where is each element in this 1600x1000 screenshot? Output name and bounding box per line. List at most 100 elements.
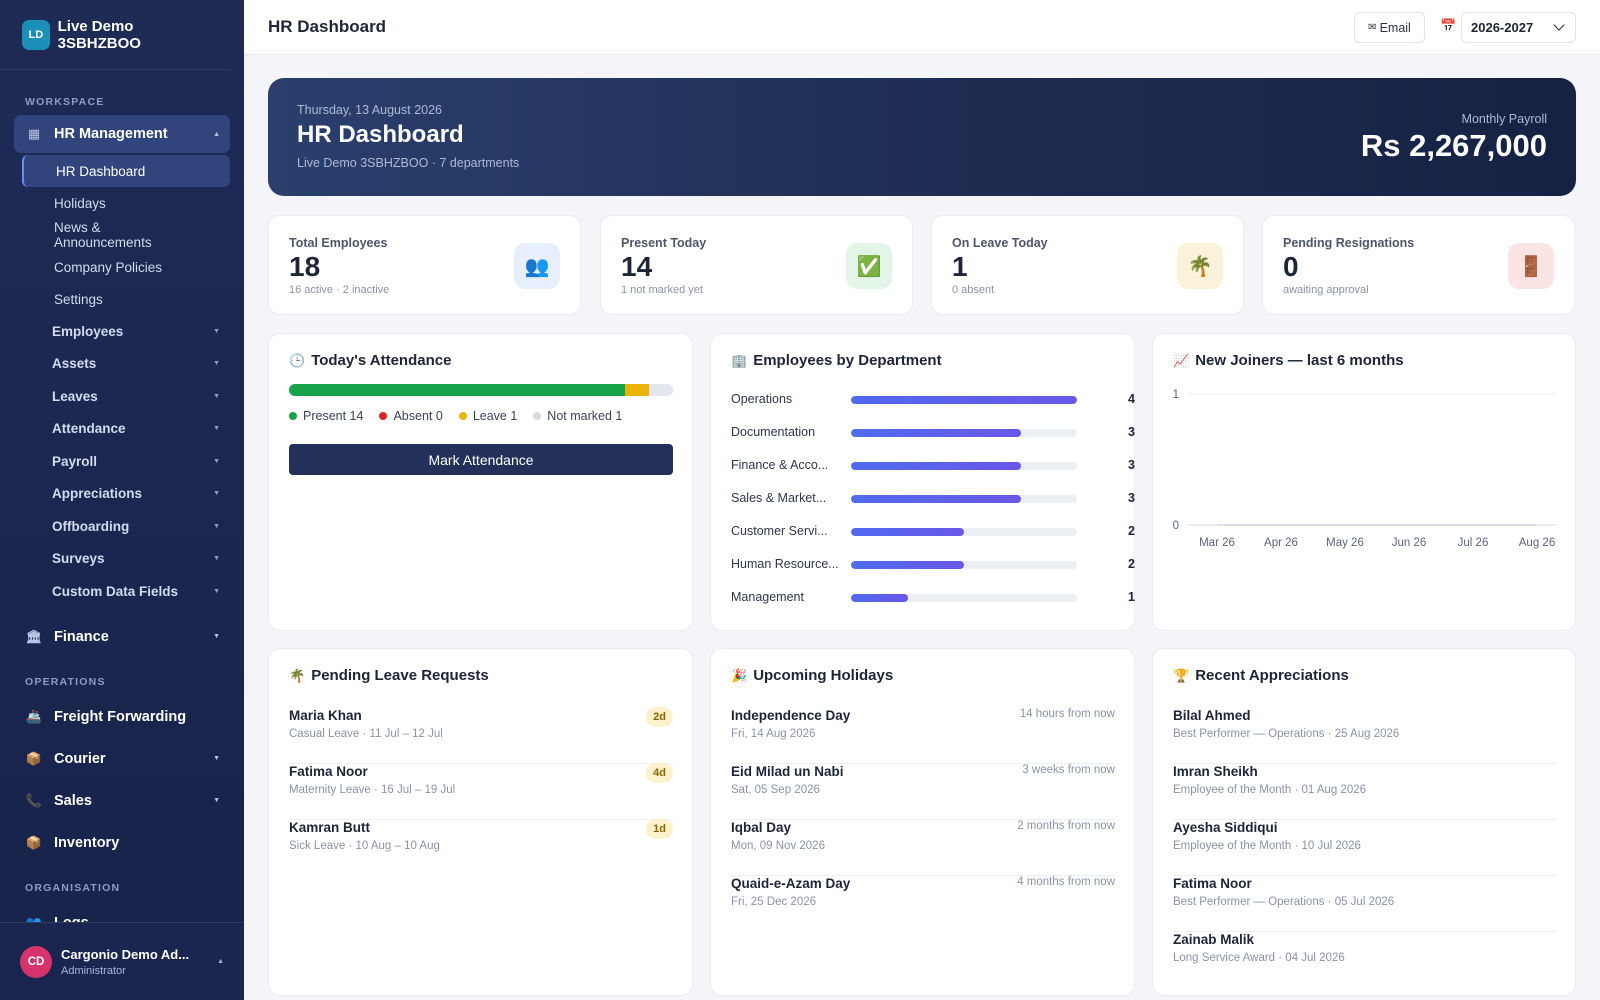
list-item[interactable]: Fatima Noor Best Performer — Operations … [1173, 876, 1557, 932]
caret-down-icon: ▼ [213, 360, 220, 368]
holiday-countdown: 3 weeks from now [1022, 764, 1115, 776]
caret-up-icon: ▲ [213, 130, 220, 138]
hr-submenu: HR Dashboard Holidays News & Announcemen… [0, 155, 244, 608]
leave-detail: Maternity Leave · 16 Jul – 19 Jul [289, 784, 456, 796]
department-bar [851, 495, 1021, 503]
list-item[interactable]: Maria Khan Casual Leave · 11 Jul – 12 Ju… [289, 707, 673, 764]
envelope-icon: ✉ [1368, 22, 1377, 33]
legend-not-marked: Not marked 1 [533, 409, 622, 423]
list-item[interactable]: Imran Sheikh Employee of the Month · 01 … [1173, 764, 1557, 820]
panel-title: 🎉 Upcoming Holidays [731, 667, 893, 684]
stat-card-pending-resignations[interactable]: Pending Resignations 0 awaiting approval… [1262, 215, 1575, 315]
stat-card-on-leave-today[interactable]: On Leave Today 1 0 absent 🌴 [931, 215, 1244, 315]
stat-label: Total Employees [289, 236, 388, 250]
page-title: HR Dashboard [268, 17, 387, 36]
subgroup-label: Appreciations [52, 486, 143, 502]
subgroup-label: Assets [52, 356, 97, 372]
sidebar-group-label: Freight Forwarding [54, 708, 187, 725]
sidebar-item-company-policies[interactable]: Company Policies [54, 259, 163, 275]
sidebar-subgroup-offboarding[interactable]: Offboarding ▼ [22, 510, 230, 543]
sidebar-subgroup-payroll[interactable]: Payroll ▼ [22, 445, 230, 478]
sidebar-group-sales[interactable]: 📞 Sales ▼ [14, 780, 230, 822]
holiday-name: Quaid-e-Azam Day [731, 876, 851, 891]
list-item[interactable]: Iqbal Day Mon, 09 Nov 2026 2 months from… [731, 820, 1115, 876]
list-item[interactable]: Zainab Malik Long Service Award · 04 Jul… [1173, 932, 1557, 988]
list-item[interactable]: Bilal Ahmed Best Performer — Operations … [1173, 708, 1557, 764]
panel-title: 📈 New Joiners — last 6 months [1173, 352, 1404, 369]
user-menu[interactable]: CD Cargonio Demo Ad... Administrator ▲ [0, 922, 244, 1000]
email-button[interactable]: ✉ Email [1354, 12, 1425, 43]
sidebar-subgroup-attendance[interactable]: Attendance ▼ [22, 413, 230, 446]
x-tick-label: Apr 26 [1264, 537, 1298, 549]
stat-card-total-employees[interactable]: Total Employees 18 16 active · 2 inactiv… [268, 215, 581, 315]
department-row: Management 1 [731, 588, 1135, 608]
sidebar-item-hr-dashboard[interactable]: HR Dashboard [22, 155, 230, 187]
appreciation-detail: Long Service Award · 04 Jul 2026 [1173, 952, 1345, 964]
appreciation-detail: Employee of the Month · 10 Jul 2026 [1173, 840, 1361, 852]
sidebar-item-settings[interactable]: Settings [54, 291, 103, 307]
list-item[interactable]: Independence Day Fri, 14 Aug 2026 14 hou… [731, 708, 1115, 764]
holiday-countdown: 14 hours from now [1019, 708, 1115, 720]
sidebar-subgroup-surveys[interactable]: Surveys ▼ [22, 543, 230, 576]
department-bar-track [851, 396, 1077, 404]
sidebar-subgroup-employees[interactable]: Employees ▼ [22, 315, 230, 348]
year-select[interactable]: 2026-2027 [1461, 12, 1576, 43]
palm-tree-icon: 🌴 [289, 667, 306, 683]
legend-absent: Absent 0 [379, 409, 443, 423]
legend-dot [458, 412, 467, 420]
department-row: Customer Servi... 2 [731, 522, 1135, 542]
sidebar-group-hr-management[interactable]: ▦ HR Management ▲ [14, 115, 230, 153]
monthly-payroll-label: Monthly Payroll [1461, 112, 1547, 126]
department-bar-track [851, 561, 1077, 569]
x-tick-label: Jun 26 [1392, 537, 1427, 549]
palm-tree-icon: 🌴 [1177, 243, 1223, 289]
sidebar-subgroup-appreciations[interactable]: Appreciations ▼ [22, 478, 230, 511]
y-tick-label: 1 [1173, 389, 1179, 401]
ship-icon: 🚢 [25, 708, 43, 724]
caret-down-icon: ▼ [213, 425, 220, 433]
brand[interactable]: LD Live Demo 3SBHZBOO [0, 0, 230, 70]
department-row: Operations 4 [731, 390, 1135, 410]
hero-title: HR Dashboard [297, 121, 464, 148]
chevron-down-icon [1553, 19, 1565, 31]
sidebar-subgroup-custom-data-fields[interactable]: Custom Data Fields ▼ [22, 575, 230, 608]
list-item[interactable]: Ayesha Siddiqui Employee of the Month · … [1173, 820, 1557, 876]
department-bar [851, 528, 964, 536]
section-label-operations: OPERATIONS [25, 675, 106, 688]
sidebar-item-news[interactable]: News & Announcements [54, 220, 152, 250]
x-tick-label: Jul 26 [1458, 537, 1489, 549]
legend-present: Present 14 [289, 409, 363, 423]
department-row: Sales & Market... 3 [731, 489, 1135, 509]
sidebar-group-inventory[interactable]: 📦 Inventory [14, 822, 230, 864]
sidebar-group-freight-forwarding[interactable]: 🚢 Freight Forwarding [14, 696, 230, 738]
leave-employee-name: Kamran Butt [289, 820, 371, 835]
mark-attendance-button[interactable]: Mark Attendance [289, 444, 673, 475]
appreciation-name: Imran Sheikh [1173, 764, 1258, 779]
sidebar-group-courier[interactable]: 📦 Courier ▼ [14, 738, 230, 780]
stat-card-present-today[interactable]: Present Today 14 1 not marked yet ✅ [600, 215, 913, 315]
door-icon: 🚪 [1508, 243, 1554, 289]
attendance-title: Today's Attendance [311, 352, 452, 369]
sidebar-subgroup-assets[interactable]: Assets ▼ [22, 348, 230, 381]
holiday-countdown: 2 months from now [1017, 820, 1115, 832]
sidebar-group-finance[interactable]: 🏛 Finance ▼ [14, 616, 230, 658]
holiday-date: Fri, 25 Dec 2026 [731, 896, 817, 908]
sidebar-item-holidays[interactable]: Holidays [54, 195, 106, 211]
sidebar-group-label: Sales [54, 792, 92, 809]
list-item[interactable]: Kamran Butt Sick Leave · 10 Aug – 10 Aug… [289, 819, 673, 876]
department-bar [851, 561, 964, 569]
appreciations-title: Recent Appreciations [1195, 667, 1349, 684]
legend-dot [533, 412, 542, 420]
legend-dot [379, 412, 388, 420]
list-item[interactable]: Quaid-e-Azam Day Fri, 25 Dec 2026 4 mont… [731, 876, 1115, 932]
sidebar-subgroup-leaves[interactable]: Leaves ▼ [22, 380, 230, 413]
department-bar-track [851, 462, 1077, 470]
list-item[interactable]: Fatima Noor Maternity Leave · 16 Jul – 1… [289, 763, 673, 820]
panel-title: 🏆 Recent Appreciations [1173, 667, 1349, 684]
department-count: 2 [1128, 524, 1135, 538]
holiday-date: Fri, 14 Aug 2026 [731, 728, 816, 740]
caret-down-icon: ▼ [213, 327, 220, 335]
list-item[interactable]: Eid Milad un Nabi Sat, 05 Sep 2026 3 wee… [731, 764, 1115, 820]
department-row: Documentation 3 [731, 423, 1135, 443]
chart-icon: 📈 [1173, 352, 1190, 368]
